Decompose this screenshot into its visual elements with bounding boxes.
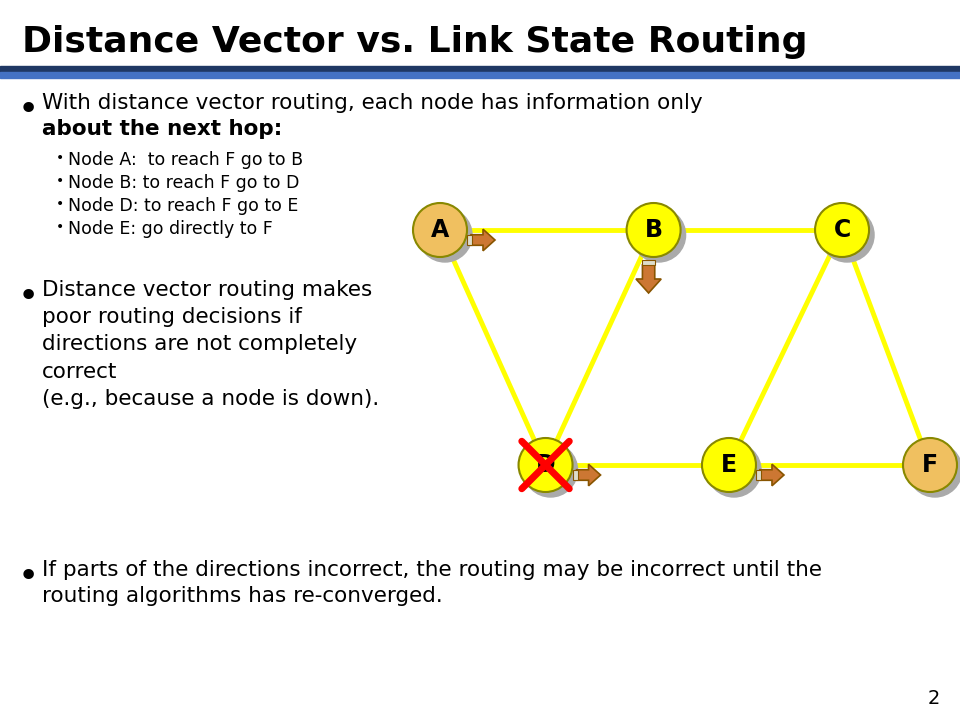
FancyBboxPatch shape bbox=[468, 235, 472, 246]
Circle shape bbox=[707, 443, 761, 497]
Text: Node A:  to reach F go to B: Node A: to reach F go to B bbox=[68, 151, 303, 169]
Text: •: • bbox=[18, 93, 39, 127]
Bar bbox=[0, 72, 960, 78]
Text: B: B bbox=[644, 218, 662, 242]
Polygon shape bbox=[471, 229, 495, 251]
Text: •: • bbox=[18, 280, 39, 314]
Polygon shape bbox=[636, 265, 661, 293]
Circle shape bbox=[908, 443, 960, 497]
FancyBboxPatch shape bbox=[756, 469, 761, 480]
Circle shape bbox=[702, 438, 756, 492]
Circle shape bbox=[523, 443, 578, 497]
Text: D: D bbox=[536, 453, 555, 477]
Circle shape bbox=[820, 208, 874, 262]
Text: •: • bbox=[18, 560, 39, 594]
FancyBboxPatch shape bbox=[573, 469, 578, 480]
Text: Node D: to reach F go to E: Node D: to reach F go to E bbox=[68, 197, 299, 215]
Text: Distance Vector vs. Link State Routing: Distance Vector vs. Link State Routing bbox=[22, 25, 807, 59]
Polygon shape bbox=[577, 464, 601, 486]
Text: C: C bbox=[833, 218, 851, 242]
Bar bbox=[0, 66, 960, 72]
Circle shape bbox=[518, 438, 572, 492]
Text: With distance vector routing, each node has information only: With distance vector routing, each node … bbox=[42, 93, 703, 113]
Circle shape bbox=[413, 203, 467, 257]
Text: If parts of the directions incorrect, the routing may be incorrect until the: If parts of the directions incorrect, th… bbox=[42, 560, 822, 580]
Text: 2: 2 bbox=[927, 689, 940, 708]
FancyBboxPatch shape bbox=[642, 260, 655, 265]
Circle shape bbox=[815, 203, 869, 257]
Circle shape bbox=[418, 208, 472, 262]
Text: •: • bbox=[56, 197, 64, 211]
Text: F: F bbox=[922, 453, 938, 477]
Text: Node E: go directly to F: Node E: go directly to F bbox=[68, 220, 273, 238]
Text: A: A bbox=[431, 218, 449, 242]
Circle shape bbox=[632, 208, 685, 262]
Polygon shape bbox=[760, 464, 784, 486]
Text: routing algorithms has re-converged.: routing algorithms has re-converged. bbox=[42, 586, 443, 606]
Text: Node B: to reach F go to D: Node B: to reach F go to D bbox=[68, 174, 300, 192]
Text: about the next hop:: about the next hop: bbox=[42, 119, 282, 139]
Text: E: E bbox=[721, 453, 737, 477]
Circle shape bbox=[903, 438, 957, 492]
Circle shape bbox=[627, 203, 681, 257]
Text: Distance vector routing makes
poor routing decisions if
directions are not compl: Distance vector routing makes poor routi… bbox=[42, 280, 379, 409]
Text: •: • bbox=[56, 151, 64, 165]
Text: •: • bbox=[56, 220, 64, 234]
Text: •: • bbox=[56, 174, 64, 188]
